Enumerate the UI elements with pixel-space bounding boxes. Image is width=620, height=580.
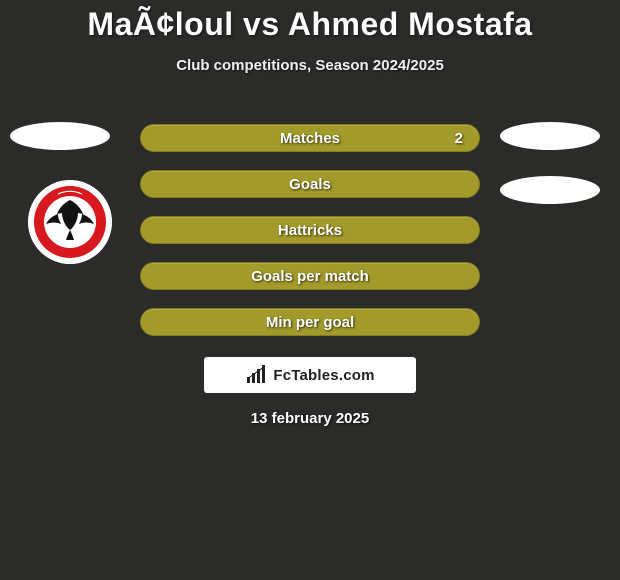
stat-bar: Goals per match bbox=[140, 262, 480, 290]
stat-bar-label: Hattricks bbox=[141, 217, 479, 243]
stat-bar-label: Goals per match bbox=[141, 263, 479, 289]
footer-date: 13 february 2025 bbox=[0, 410, 620, 427]
brand-text: FcTables.com bbox=[273, 367, 374, 384]
side-oval bbox=[500, 176, 600, 204]
side-oval bbox=[500, 122, 600, 150]
subtitle: Club competitions, Season 2024/2025 bbox=[0, 57, 620, 74]
stat-bar-label: Min per goal bbox=[141, 309, 479, 335]
team-badge bbox=[28, 180, 112, 264]
brand-bars-icon bbox=[245, 365, 269, 385]
club-crest-icon bbox=[28, 180, 112, 264]
stat-bar-value: 2 bbox=[455, 125, 463, 151]
side-oval bbox=[10, 122, 110, 150]
stat-bar-label: Goals bbox=[141, 171, 479, 197]
stat-bar: Matches 2 bbox=[140, 124, 480, 152]
stat-bar: Hattricks bbox=[140, 216, 480, 244]
stat-bar: Min per goal bbox=[140, 308, 480, 336]
stat-bars: Matches 2 Goals Hattricks Goals per matc… bbox=[140, 124, 480, 354]
page-title: MaÃ¢loul vs Ahmed Mostafa bbox=[0, 0, 620, 43]
stat-bar-label: Matches bbox=[141, 125, 479, 151]
brand-box: FcTables.com bbox=[204, 357, 416, 393]
stat-bar: Goals bbox=[140, 170, 480, 198]
